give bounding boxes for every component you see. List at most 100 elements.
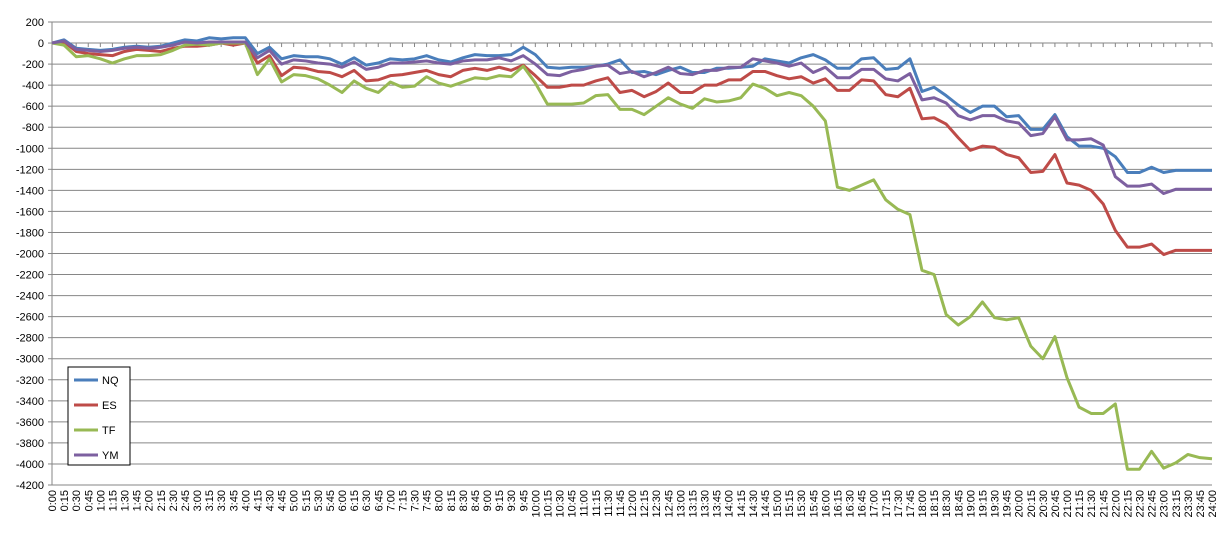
x-tick-label: 9:15 xyxy=(494,490,506,511)
x-tick-label: 16:15 xyxy=(832,490,844,518)
x-tick-label: 16:30 xyxy=(845,490,857,518)
y-tick-label: -3400 xyxy=(16,396,44,408)
x-tick-label: 22:00 xyxy=(1110,490,1122,518)
x-tick-label: 15:30 xyxy=(796,490,808,518)
x-tick-label: 12:30 xyxy=(651,490,663,518)
x-tick-label: 9:45 xyxy=(518,490,530,511)
x-tick-label: 23:45 xyxy=(1195,490,1207,518)
y-tick-label: -2200 xyxy=(16,270,44,282)
y-tick-label: -3200 xyxy=(16,375,44,387)
x-tick-label: 10:15 xyxy=(542,490,554,518)
y-tick-label: -4000 xyxy=(16,459,44,471)
y-tick-label: -1000 xyxy=(16,143,44,155)
x-tick-label: 11:45 xyxy=(615,490,627,517)
y-tick-label: -3600 xyxy=(16,417,44,429)
x-tick-label: 24:00 xyxy=(1207,490,1219,518)
x-tick-label: 1:45 xyxy=(132,490,144,511)
y-tick-label: -2600 xyxy=(16,312,44,324)
x-tick-label: 11:00 xyxy=(579,490,591,517)
x-tick-label: 4:00 xyxy=(240,490,252,511)
y-tick-label: -3800 xyxy=(16,438,44,450)
x-tick-label: 23:15 xyxy=(1171,490,1183,518)
x-tick-label: 22:45 xyxy=(1147,490,1159,518)
x-tick-label: 20:15 xyxy=(1026,490,1038,518)
x-tick-label: 2:00 xyxy=(144,490,156,511)
x-tick-label: 0:15 xyxy=(59,490,71,511)
x-tick-label: 19:30 xyxy=(990,490,1002,518)
x-tick-label: 5:30 xyxy=(313,490,325,511)
x-tick-label: 20:30 xyxy=(1038,490,1050,518)
y-tick-label: -1800 xyxy=(16,227,44,239)
x-tick-label: 8:15 xyxy=(446,490,458,511)
legend-label: YM xyxy=(102,450,119,462)
x-tick-label: 0:30 xyxy=(71,490,83,511)
x-tick-label: 21:30 xyxy=(1086,490,1098,518)
legend-label: NQ xyxy=(102,375,119,387)
x-tick-label: 16:00 xyxy=(820,490,832,518)
x-tick-label: 23:00 xyxy=(1159,490,1171,518)
x-tick-label: 4:45 xyxy=(277,490,289,511)
series-line xyxy=(51,39,1212,196)
x-tick-label: 6:00 xyxy=(337,490,349,511)
x-tick-label: 3:30 xyxy=(216,490,228,511)
x-tick-label: 11:30 xyxy=(603,490,615,517)
x-tick-label: 17:45 xyxy=(905,490,917,518)
x-tick-label: 14:00 xyxy=(724,490,736,518)
series-line xyxy=(51,41,1213,471)
x-tick-label: 18:15 xyxy=(929,490,941,518)
x-tick-label: 14:30 xyxy=(748,490,760,518)
x-tick-label: 17:30 xyxy=(893,490,905,518)
x-tick-label: 12:45 xyxy=(663,490,675,518)
x-tick-label: 20:00 xyxy=(1014,490,1026,518)
x-tick-label: 1:30 xyxy=(120,490,132,511)
y-tick-label: -2000 xyxy=(16,249,44,261)
x-tick-label: 10:30 xyxy=(555,490,567,518)
x-tick-label: 17:15 xyxy=(881,490,893,518)
x-tick-label: 20:45 xyxy=(1050,490,1062,518)
x-tick-label: 18:45 xyxy=(953,490,965,518)
legend-box xyxy=(67,366,131,466)
x-tick-label: 2:30 xyxy=(168,490,180,511)
y-tick-label: 0 xyxy=(38,38,44,50)
y-tick-label: -1200 xyxy=(16,164,44,176)
x-tick-label: 13:00 xyxy=(675,490,687,518)
x-tick-label: 21:15 xyxy=(1074,490,1086,518)
x-tick-label: 9:30 xyxy=(506,490,518,511)
x-tick-label: 6:30 xyxy=(361,490,373,511)
x-tick-label: 7:15 xyxy=(397,490,409,511)
x-tick-label: 3:00 xyxy=(192,490,204,511)
x-tick-label: 4:30 xyxy=(265,490,277,511)
y-tick-label: -2400 xyxy=(16,291,44,303)
x-tick-label: 23:30 xyxy=(1183,490,1195,518)
x-tick-label: 3:15 xyxy=(204,490,216,511)
x-tick-label: 15:00 xyxy=(772,490,784,518)
y-tick-label: -3000 xyxy=(16,354,44,366)
x-tick-label: 14:45 xyxy=(760,490,772,518)
x-tick-label: 22:30 xyxy=(1135,490,1147,518)
y-tick-label: -2800 xyxy=(16,333,44,345)
x-tick-label: 11:15 xyxy=(591,490,603,517)
x-tick-label: 19:00 xyxy=(965,490,977,518)
x-tick-label: 13:15 xyxy=(687,490,699,518)
x-tick-label: 10:00 xyxy=(530,490,542,518)
x-tick-label: 0:00 xyxy=(47,490,59,511)
x-tick-label: 6:15 xyxy=(349,490,361,511)
y-tick-label: 200 xyxy=(26,17,44,29)
x-tick-label: 7:45 xyxy=(422,490,434,511)
series-line xyxy=(51,36,1212,174)
y-tick-label: -1600 xyxy=(16,206,44,218)
x-tick-label: 5:45 xyxy=(325,490,337,511)
x-tick-label: 1:15 xyxy=(107,490,119,511)
x-tick-label: 19:45 xyxy=(1002,490,1014,518)
x-tick-label: 8:30 xyxy=(458,490,470,511)
y-tick-label: -400 xyxy=(22,80,44,92)
x-tick-label: 10:45 xyxy=(567,490,579,518)
x-tick-label: 5:00 xyxy=(289,490,301,511)
y-tick-label: -4200 xyxy=(16,480,44,492)
x-tick-label: 18:00 xyxy=(917,490,929,518)
x-tick-label: 2:15 xyxy=(156,490,168,511)
x-tick-label: 22:15 xyxy=(1122,490,1134,518)
x-tick-label: 13:45 xyxy=(712,490,724,518)
x-tick-label: 18:30 xyxy=(941,490,953,518)
